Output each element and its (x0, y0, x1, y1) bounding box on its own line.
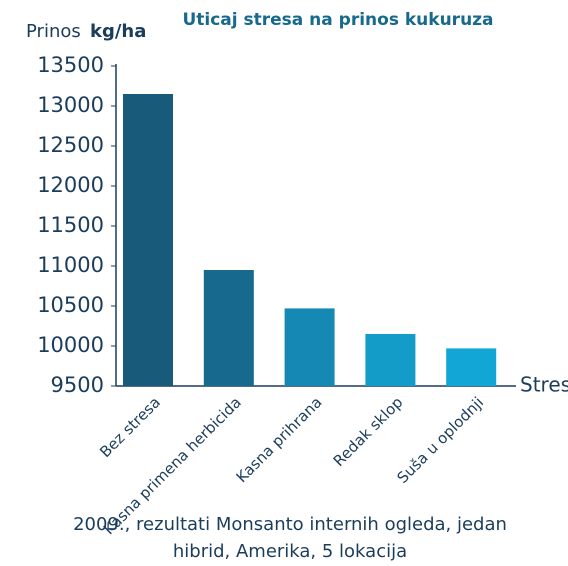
footnote: hibrid, Amerika, 5 lokacija (173, 541, 407, 562)
y-axis-label: Prinos (26, 21, 81, 42)
bar (365, 334, 416, 386)
x-axis-label: Stres (520, 373, 568, 397)
bar (284, 308, 335, 386)
bar (446, 348, 497, 386)
y-tick-label: 11000 (37, 253, 104, 277)
y-tick-label: 12500 (37, 133, 104, 157)
x-tick-label: Suša u oplodnji (394, 393, 488, 487)
y-tick-label: 13000 (37, 93, 104, 117)
y-tick-label: 12000 (37, 173, 104, 197)
bar (203, 270, 254, 386)
chart-title: Uticaj stresa na prinos kukuruza (182, 10, 493, 30)
x-tick-label: Redak sklop (330, 393, 407, 470)
x-tick-label: Bez stresa (96, 393, 164, 461)
footnote: 2009., rezultati Monsanto internih ogled… (73, 514, 507, 535)
bar (123, 94, 173, 386)
y-axis-unit: kg/ha (90, 21, 146, 42)
y-tick-label: 10500 (37, 293, 104, 317)
y-tick-label: 9500 (51, 373, 104, 397)
y-tick-label: 13500 (37, 53, 104, 77)
y-tick-label: 11500 (37, 213, 104, 237)
x-tick-label: Kasna prihrana (233, 393, 326, 486)
y-tick-label: 10000 (37, 333, 104, 357)
